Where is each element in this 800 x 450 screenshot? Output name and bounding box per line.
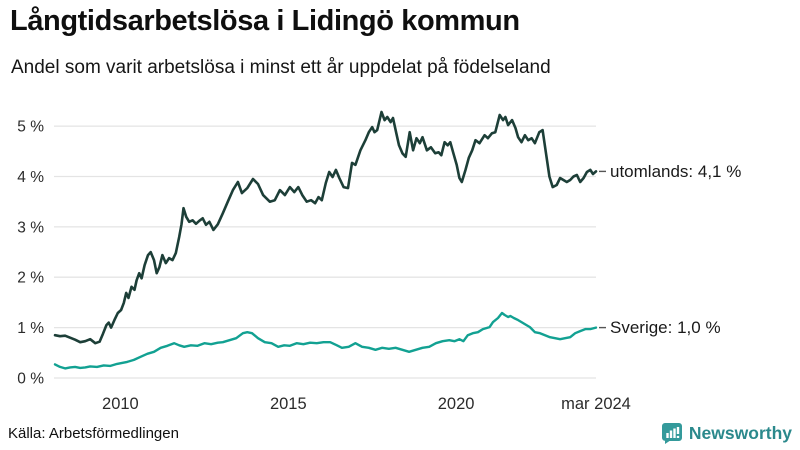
series-end-label-Sverige: Sverige: 1,0 % [610, 318, 721, 337]
newsworthy-logo-link[interactable]: Newsworthy [661, 422, 792, 444]
y-axis-tick-label: 3 % [17, 219, 44, 236]
series-line-Sverige [53, 311, 598, 370]
newsworthy-brand-name: Newsworthy [688, 422, 792, 443]
y-axis-tick-label: 2 % [17, 270, 44, 287]
y-axis-tick-label: 1 % [17, 320, 44, 337]
y-axis-tick-label: 4 % [17, 169, 44, 186]
series-end-label-utomlands: utomlands: 4,1 % [610, 162, 741, 181]
page-subtitle: Andel som varit arbetslösa i minst ett å… [11, 57, 551, 78]
x-axis-tick-label: 2010 [102, 395, 139, 413]
series-line-utomlands [53, 110, 598, 345]
x-axis-tick-label: mar 2024 [561, 395, 631, 413]
y-axis-tick-label: 0 % [17, 371, 44, 388]
newsworthy-bubble-barchart-icon [661, 422, 683, 444]
x-axis-tick-label: 2020 [438, 395, 475, 413]
chart-footer: Källa: Arbetsförmedlingen Newsworthy [8, 420, 792, 446]
source-note: Källa: Arbetsförmedlingen [8, 424, 179, 442]
y-axis-tick-label: 5 % [17, 119, 44, 136]
x-axis-tick-label: 2015 [270, 395, 307, 413]
page-title: Långtidsarbetslösa i Lidingö kommun [10, 5, 520, 37]
